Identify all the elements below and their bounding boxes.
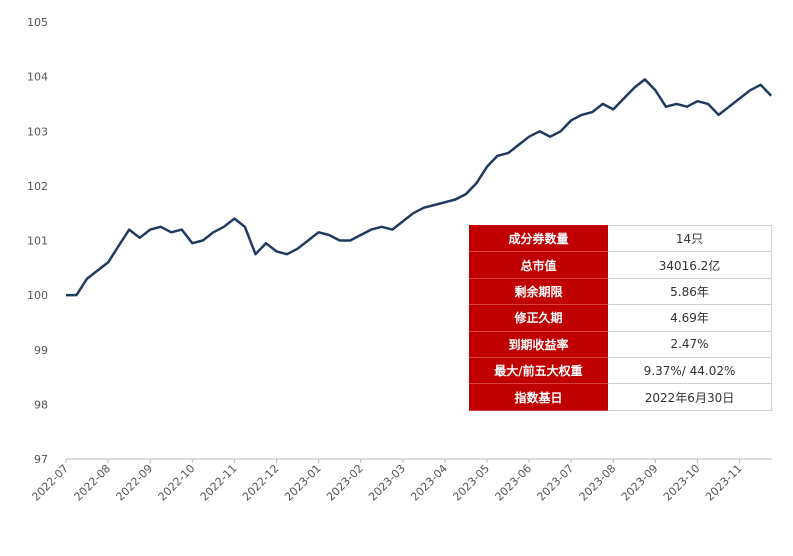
x-tick-label: 2022-12 (240, 462, 282, 504)
y-tick-label: 101 (27, 235, 48, 248)
row-value: 2022年6月30日 (607, 383, 772, 411)
row-label: 剩余期限 (469, 277, 608, 306)
x-tick-label: 2022-08 (72, 462, 114, 504)
x-tick-label: 2023-08 (577, 462, 619, 504)
x-tick-label: 2022-11 (198, 462, 240, 504)
row-value: 2.47% (607, 330, 772, 358)
y-tick-label: 104 (27, 71, 48, 84)
row-value: 9.37%/ 44.02% (607, 356, 772, 385)
y-tick-label: 103 (27, 125, 48, 138)
row-value: 4.69年 (607, 304, 772, 332)
table-row: 到期收益率 2.47% (469, 330, 772, 358)
y-tick-label: 105 (27, 16, 48, 29)
row-label: 指数基日 (469, 383, 608, 411)
y-tick-label: 97 (34, 453, 48, 466)
row-value: 14只 (607, 224, 772, 253)
row-label: 总市值 (469, 251, 608, 279)
y-tick-label: 102 (27, 180, 48, 193)
y-tick-label: 100 (27, 289, 48, 302)
table-row: 指数基日 2022年6月30日 (469, 383, 772, 411)
x-tick-label: 2023-02 (324, 462, 366, 504)
table-row: 最大/前五大权重 9.37%/ 44.02% (469, 356, 772, 385)
x-tick-label: 2022-07 (29, 462, 71, 504)
row-value: 34016.2亿 (607, 251, 772, 279)
y-tick-label: 99 (34, 344, 48, 357)
row-label: 修正久期 (469, 304, 608, 332)
table-row: 总市值 34016.2亿 (469, 251, 772, 279)
info-table: 成分券数量 14只 总市值 34016.2亿 剩余期限 5.86年 修正久期 4.69年 到期收… (469, 224, 772, 411)
x-tick-label: 2023-11 (703, 462, 745, 504)
x-tick-label: 2023-09 (619, 462, 661, 504)
x-tick-label: 2023-04 (408, 462, 450, 504)
row-label: 成分券数量 (469, 224, 608, 253)
row-label: 到期收益率 (469, 330, 608, 358)
x-tick-label: 2023-06 (493, 462, 535, 504)
y-tick-label: 98 (34, 398, 48, 411)
x-tick-label: 2022-09 (114, 462, 156, 504)
line-series (66, 78, 773, 297)
row-value: 5.86年 (607, 277, 772, 306)
x-tick-label: 2023-10 (661, 462, 703, 504)
x-tick-label: 2023-03 (366, 462, 408, 504)
x-tick-label: 2023-05 (450, 462, 492, 504)
x-tick-label: 2022-10 (156, 462, 198, 504)
table-row: 修正久期 4.69年 (469, 304, 772, 332)
x-tick-label: 2023-07 (535, 462, 577, 504)
table-row: 成分券数量 14只 (469, 224, 772, 253)
x-tick-label: 2023-01 (282, 462, 324, 504)
table-row: 剩余期限 5.86年 (469, 277, 772, 306)
row-label: 最大/前五大权重 (469, 356, 608, 385)
